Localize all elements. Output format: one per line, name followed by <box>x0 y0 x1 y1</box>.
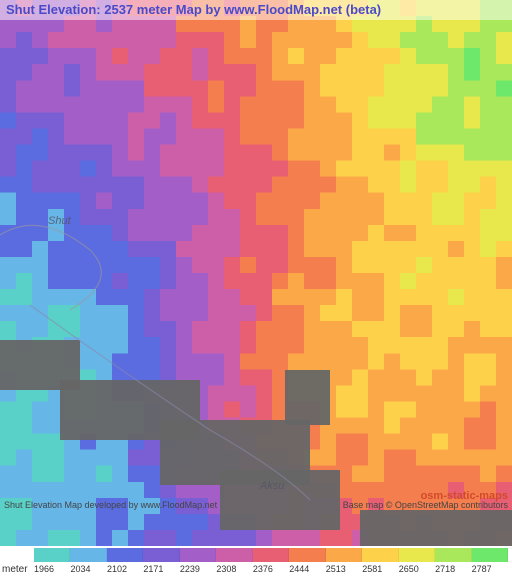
legend-tick: 2650 <box>399 564 435 574</box>
legend-tick: 2376 <box>253 564 289 574</box>
legend-tick: 1966 <box>34 564 70 574</box>
legend-tick: 2787 <box>472 564 508 574</box>
legend-tick: 2718 <box>435 564 471 574</box>
legend-tick: 2513 <box>326 564 362 574</box>
developer-credit: Shut Elevation Map developed by www.Floo… <box>4 500 217 510</box>
legend-swatch <box>143 548 179 562</box>
legend-ticks: 1966203421022171223923082376244425132581… <box>34 564 508 574</box>
legend-colorbar <box>34 548 508 562</box>
legend-swatch <box>180 548 216 562</box>
legend-swatch <box>216 548 252 562</box>
legend-tick: 2239 <box>180 564 216 574</box>
legend-tick: 2102 <box>107 564 143 574</box>
legend-swatch <box>472 548 508 562</box>
place-label: Aksu <box>260 480 284 492</box>
legend-swatch <box>107 548 143 562</box>
legend-swatch <box>399 548 435 562</box>
legend-swatch <box>253 548 289 562</box>
elevation-legend: meter 1966203421022171223923082376244425… <box>0 546 512 582</box>
legend-unit-label: meter <box>2 564 28 575</box>
map-title: Shut Elevation: 2537 meter Map by www.Fl… <box>0 0 512 20</box>
elevation-map: Shut Elevation: 2537 meter Map by www.Fl… <box>0 0 512 546</box>
legend-tick: 2581 <box>362 564 398 574</box>
basemap-attribution: Base map © OpenStreetMap contributors <box>343 500 508 510</box>
legend-swatch <box>70 548 106 562</box>
legend-swatch <box>34 548 70 562</box>
legend-tick: 2034 <box>70 564 106 574</box>
place-label: Shut <box>48 215 71 227</box>
legend-swatch <box>435 548 471 562</box>
legend-tick: 2308 <box>216 564 252 574</box>
legend-swatch <box>326 548 362 562</box>
legend-tick: 2171 <box>143 564 179 574</box>
legend-tick: 2444 <box>289 564 325 574</box>
roads-overlay <box>0 0 512 546</box>
legend-swatch <box>362 548 398 562</box>
legend-swatch <box>289 548 325 562</box>
